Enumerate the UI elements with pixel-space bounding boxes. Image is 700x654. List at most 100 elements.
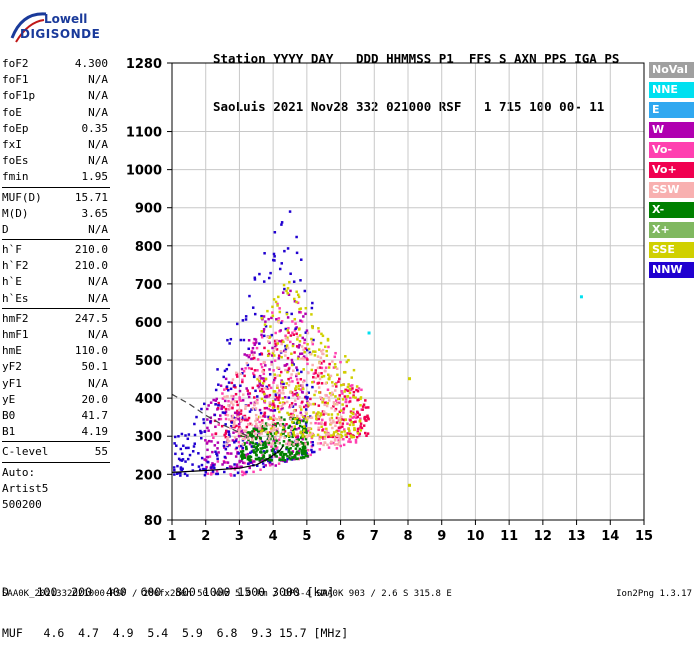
echo-point (254, 413, 258, 417)
x-tick-label: 4 (269, 529, 278, 544)
echo-point (299, 430, 303, 434)
echo-point (216, 460, 220, 463)
param-row: foF1 N/A (2, 72, 110, 88)
x-tick-label: 14 (601, 529, 619, 544)
echo-point (286, 338, 290, 342)
echo-point (274, 422, 278, 426)
echo-point (255, 447, 258, 450)
echo-point (291, 456, 294, 459)
echo-point (224, 423, 227, 426)
echo-point (217, 383, 220, 386)
echo-point (321, 429, 324, 432)
echo-point (222, 444, 226, 448)
echo-point (295, 332, 298, 336)
echo-point (253, 276, 257, 280)
echo-point (297, 427, 301, 430)
echo-point (288, 380, 292, 384)
x-tick-label: 13 (568, 529, 586, 544)
echo-point (193, 433, 197, 437)
echo-point (358, 432, 362, 436)
echo-point (356, 415, 359, 419)
echo-point (275, 455, 278, 458)
echo-point (275, 446, 279, 449)
echo-point (267, 317, 270, 321)
echo-point (242, 455, 245, 459)
echo-point (209, 473, 213, 476)
echo-point (287, 434, 290, 438)
echo-point (247, 438, 250, 442)
echo-point (342, 383, 345, 386)
echo-point (287, 450, 291, 454)
echo-point (352, 435, 355, 439)
echo-point (337, 417, 340, 420)
param-row: C-level 55 (2, 444, 110, 460)
echo-point (332, 431, 336, 434)
echo-point (273, 390, 277, 393)
echo-point (246, 435, 249, 439)
echo-point (202, 467, 205, 471)
echo-point (241, 380, 244, 384)
echo-point (295, 300, 298, 304)
echo-point (208, 455, 212, 458)
echo-point (259, 424, 262, 427)
echo-point (279, 350, 283, 353)
echo-point (246, 363, 250, 367)
echo-point (252, 470, 255, 474)
echo-point (263, 392, 266, 396)
echo-point (281, 458, 284, 462)
echo-point (255, 464, 259, 467)
echo-point (302, 358, 306, 361)
echo-point (335, 402, 339, 406)
echo-point (173, 442, 176, 445)
echo-point (309, 397, 312, 401)
echo-point (304, 422, 308, 425)
echo-point (237, 452, 240, 455)
echo-point (331, 393, 334, 396)
echo-point (327, 373, 330, 376)
echo-point (321, 334, 325, 338)
echo-point (331, 435, 335, 438)
echo-point (299, 411, 303, 415)
echo-point (336, 413, 340, 416)
x-tick-label: 9 (437, 529, 446, 544)
param-value: 0.35 (81, 121, 109, 135)
echo-point (348, 391, 352, 395)
echo-point (267, 441, 271, 445)
echo-point (213, 444, 217, 447)
echo-point (231, 403, 235, 406)
echo-point (266, 309, 269, 313)
echo-point (274, 447, 278, 451)
echo-point (363, 431, 367, 435)
echo-point (239, 427, 242, 431)
echo-point (332, 403, 336, 406)
echo-point (298, 340, 302, 343)
echo-point (272, 452, 275, 455)
echo-point (259, 411, 263, 415)
echo-point (250, 434, 253, 438)
echo-point (283, 395, 287, 399)
echo-point (296, 419, 300, 422)
param-value: N/A (88, 89, 108, 103)
echo-point (296, 301, 300, 305)
echo-point (243, 456, 247, 459)
echo-point (302, 447, 305, 451)
echo-point (205, 442, 209, 445)
echo-point (326, 443, 329, 447)
param-name: h`F2 (2, 259, 29, 273)
echo-point (248, 392, 252, 395)
echo-point (304, 408, 308, 411)
echo-point (307, 434, 311, 437)
echo-point (331, 384, 335, 388)
echo-point (302, 315, 305, 318)
echo-point (290, 312, 293, 316)
echo-point (302, 368, 305, 371)
echo-point (298, 334, 302, 337)
echo-point (254, 407, 258, 410)
echo-point (282, 349, 286, 353)
y-tick-label: 400 (135, 392, 162, 407)
echo-point (258, 436, 262, 440)
echo-point (295, 451, 298, 455)
echo-point (288, 210, 292, 213)
echo-point (223, 395, 226, 399)
echo-point (306, 400, 309, 403)
